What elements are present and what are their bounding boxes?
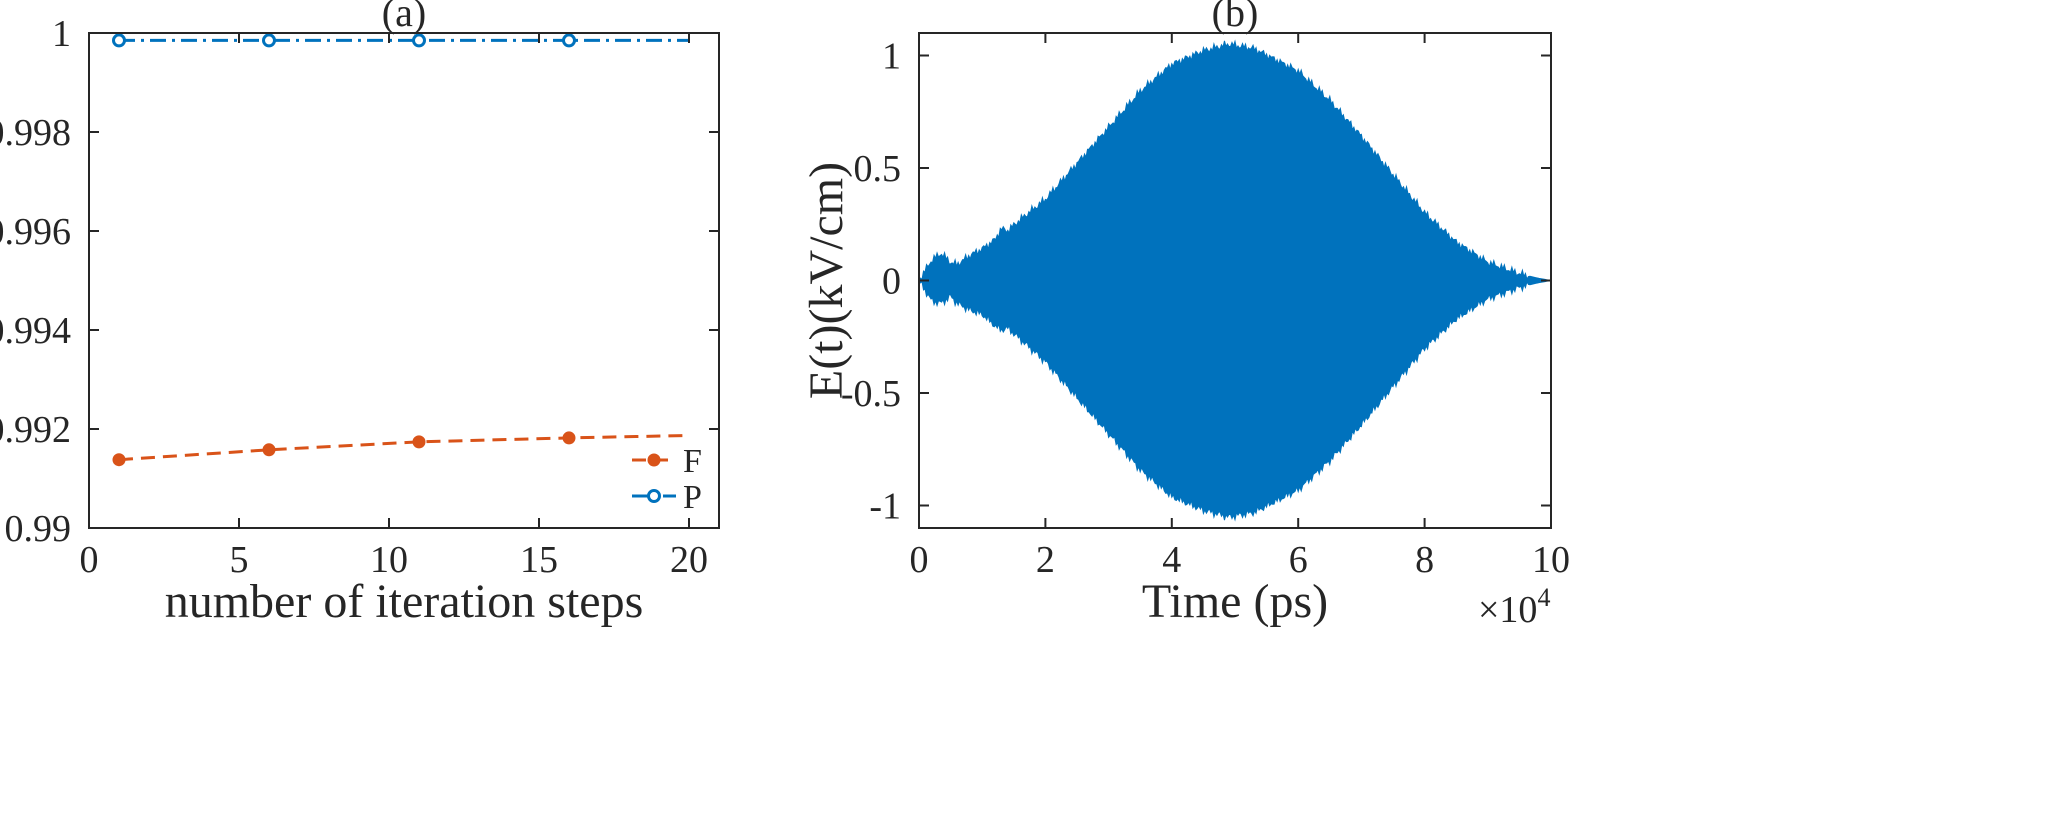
- chart-0-x-tick-label: 10: [370, 539, 408, 581]
- chart-0-y-tick-label: 0.994: [0, 310, 71, 352]
- data-point-p: [562, 33, 576, 48]
- chart-a-legend: FP: [632, 443, 702, 516]
- chart-0-y-tick-label: 1: [52, 13, 71, 55]
- chart-1-x-tick-label: 10: [1532, 539, 1570, 581]
- chart-a-title: (a): [382, 0, 426, 35]
- legend-marker-f: [647, 453, 661, 467]
- chart-b-x-axis-label: Time (ps): [1142, 575, 1328, 628]
- legend-label-f: F: [683, 443, 702, 480]
- chart-a-ticks: 0 5 10 15 20 0.99 0.992 0.994 0.996 0.998 1: [0, 13, 719, 581]
- legend-marker-p: [647, 489, 661, 503]
- data-point-f: [262, 443, 276, 457]
- chart-1-x-tick-label: 0: [910, 539, 929, 581]
- chart-0-y-tick-label: 0.99: [5, 508, 72, 550]
- legend-label-p: P: [683, 479, 702, 516]
- chart-b-title: (b): [1212, 0, 1259, 35]
- chart-0-y-tick-label: 0.992: [0, 409, 71, 451]
- chart-b-x-exponent: ×104: [1478, 583, 1550, 631]
- series-area-field: [918, 39, 1552, 522]
- chart-1-y-tick-label: 0: [882, 261, 901, 303]
- data-point-f: [112, 453, 126, 467]
- data-point-p: [412, 33, 426, 48]
- chart-1-x-tick-label: 6: [1289, 539, 1308, 581]
- chart-0-x-tick-label: 20: [670, 539, 708, 581]
- data-point-f: [412, 435, 426, 449]
- data-point-p: [112, 33, 126, 48]
- chart-a-axes-frame: [88, 32, 720, 529]
- chart-0-y-tick-label: 0.996: [0, 211, 71, 253]
- chart-panel-a: 0 5 10 15 20 0.99 0.992 0.994 0.996 0.998 1 (a) nu…: [0, 0, 720, 628]
- chart-0-x-tick-label: 0: [80, 539, 99, 581]
- chart-1-y-tick-label: -0.5: [841, 373, 901, 415]
- chart-panel-b: 0 2 4 6 8 10 -1 -0.5 0 0.5 1 (b) Time (ps) E(t)(kV…: [800, 0, 1570, 631]
- chart-a-marks: [112, 33, 690, 467]
- chart-b-ticks: 0 2 4 6 8 10 -1 -0.5 0 0.5 1: [841, 33, 1570, 581]
- chart-1-y-tick-label: 1: [882, 36, 901, 78]
- chart-b-marks: [918, 39, 1552, 522]
- chart-b-x-exponent-base: ×10: [1478, 589, 1537, 631]
- chart-b-x-exponent-power: 4: [1537, 583, 1550, 612]
- chart-a-x-axis-label: number of iteration steps: [165, 575, 644, 628]
- chart-0-x-tick-label: 5: [230, 539, 249, 581]
- data-point-p: [262, 33, 276, 48]
- chart-1-y-tick-label: 0.5: [854, 148, 902, 190]
- chart-0-y-tick-label: 0.998: [0, 112, 71, 154]
- chart-1-x-tick-label: 2: [1036, 539, 1055, 581]
- chart-0-x-tick-label: 15: [520, 539, 558, 581]
- chart-1-x-tick-label: 8: [1415, 539, 1434, 581]
- series-line-f: [118, 433, 690, 462]
- chart-b-y-axis-label: E(t)(kV/cm): [800, 162, 853, 399]
- data-point-f: [562, 431, 576, 445]
- chart-1-y-tick-label: -1: [869, 486, 901, 528]
- chart-1-x-tick-label: 4: [1162, 539, 1181, 581]
